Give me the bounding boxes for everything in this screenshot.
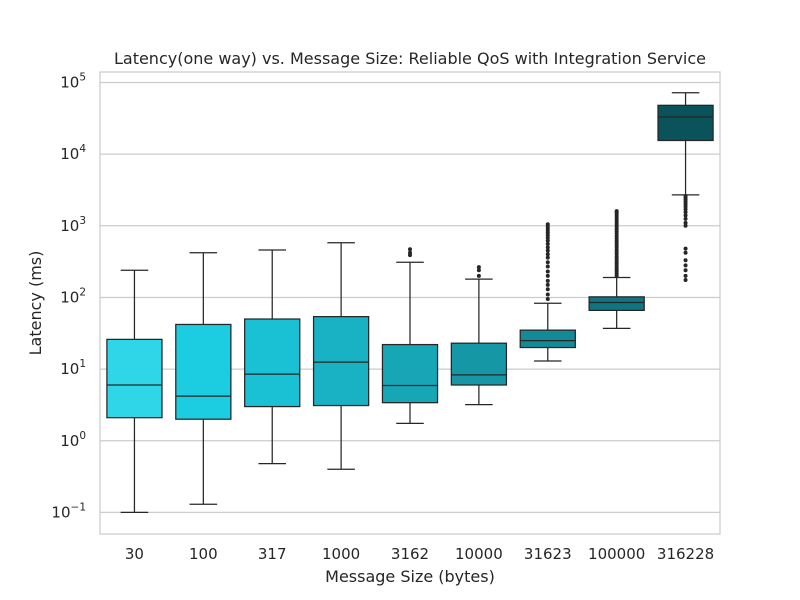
y-tick-label: 10−1 <box>51 501 86 521</box>
box-body <box>312 316 370 407</box>
box-body <box>519 329 576 349</box>
outlier-point <box>545 292 550 297</box>
y-tick-exponent: 0 <box>79 430 86 442</box>
x-tick-label: 100 <box>189 545 218 563</box>
outlier-point <box>545 278 550 283</box>
y-tick-base: 10 <box>60 432 79 450</box>
y-axis-label: Latency (ms) <box>26 251 45 356</box>
y-tick-exponent: 1 <box>79 358 86 370</box>
box-body <box>450 342 508 386</box>
outlier-point <box>683 278 688 283</box>
y-tick-label: 103 <box>60 215 86 235</box>
y-tick-label: 100 <box>60 430 86 450</box>
x-tick-label: 100000 <box>588 545 645 563</box>
outlier-point <box>545 269 550 274</box>
x-tick-label: 31623 <box>524 545 572 563</box>
chart-title: Latency(one way) vs. Message Size: Relia… <box>114 49 706 68</box>
outlier-point <box>683 223 688 228</box>
y-tick-label: 105 <box>60 71 86 91</box>
plot-frame <box>99 71 721 535</box>
outlier-point <box>545 260 550 265</box>
box-group <box>519 222 576 362</box>
x-axis-label: Message Size (bytes) <box>325 567 495 586</box>
y-tick-label: 104 <box>60 143 86 163</box>
outlier-point <box>683 220 688 225</box>
outlier-point <box>476 273 481 278</box>
box-group <box>244 249 301 465</box>
outlier-point <box>545 282 550 287</box>
x-tick-label: 1000 <box>322 545 360 563</box>
outlier-point <box>614 209 619 214</box>
outlier-point <box>545 255 550 260</box>
outlier-point <box>683 250 688 255</box>
y-tick-base: 10 <box>60 217 79 235</box>
outlier-point <box>683 263 688 268</box>
outlier-point <box>545 252 550 257</box>
outlier-point <box>683 194 688 199</box>
box-body <box>175 323 232 420</box>
box-group <box>588 209 645 330</box>
box-group <box>106 269 163 514</box>
y-tick-exponent: 3 <box>79 215 86 227</box>
box-group <box>657 92 714 283</box>
outlier-point <box>476 268 481 273</box>
x-tick-label: 10000 <box>455 545 503 563</box>
outlier-point <box>545 248 550 253</box>
boxes <box>106 92 714 514</box>
outlier-point <box>408 250 412 255</box>
outlier-point <box>545 264 550 269</box>
y-tick-exponent: 4 <box>79 143 86 155</box>
box-body <box>588 296 645 312</box>
outlier-point <box>545 245 550 250</box>
outlier-point <box>683 273 688 278</box>
outlier-point <box>545 273 550 278</box>
outlier-point <box>683 268 688 273</box>
x-tick-label: 317 <box>258 545 287 563</box>
x-tick-label: 3162 <box>391 545 429 563</box>
y-tick-exponent: 2 <box>79 286 86 298</box>
outlier-point <box>545 222 550 227</box>
y-tick-exponent: 5 <box>79 71 86 83</box>
outlier-point <box>683 210 688 215</box>
y-tick-base: 10 <box>60 145 79 163</box>
y-tick-base: 10 <box>60 73 79 91</box>
y-tick-label: 101 <box>60 358 86 378</box>
box-body <box>244 318 301 408</box>
x-tick-label: 30 <box>125 545 144 563</box>
box-body <box>657 104 714 142</box>
y-tick-base: 10 <box>60 288 79 306</box>
outlier-point <box>545 241 550 246</box>
y-tick-base: 10 <box>51 503 70 521</box>
box-body <box>381 343 439 404</box>
x-tick-label: 316228 <box>657 545 714 563</box>
outlier-point <box>545 238 550 243</box>
outlier-point <box>408 247 412 252</box>
outlier-point <box>476 265 481 270</box>
outlier-point <box>683 246 688 251</box>
outlier-point <box>545 297 550 302</box>
box-group <box>381 247 439 424</box>
box-group <box>175 252 232 505</box>
box-group <box>312 242 370 470</box>
y-tick-exponent: −1 <box>71 501 86 513</box>
box-group <box>450 265 508 406</box>
outlier-point <box>683 213 688 218</box>
outlier-point <box>683 216 688 221</box>
y-tick-label: 102 <box>60 286 86 306</box>
x-tick-labels: 30 100 317 1000 3162 10000 31623 100000 316228 <box>125 545 714 563</box>
y-tick-base: 10 <box>60 360 79 378</box>
outlier-point <box>545 287 550 292</box>
box-body <box>106 338 163 419</box>
outlier-point <box>683 258 688 263</box>
